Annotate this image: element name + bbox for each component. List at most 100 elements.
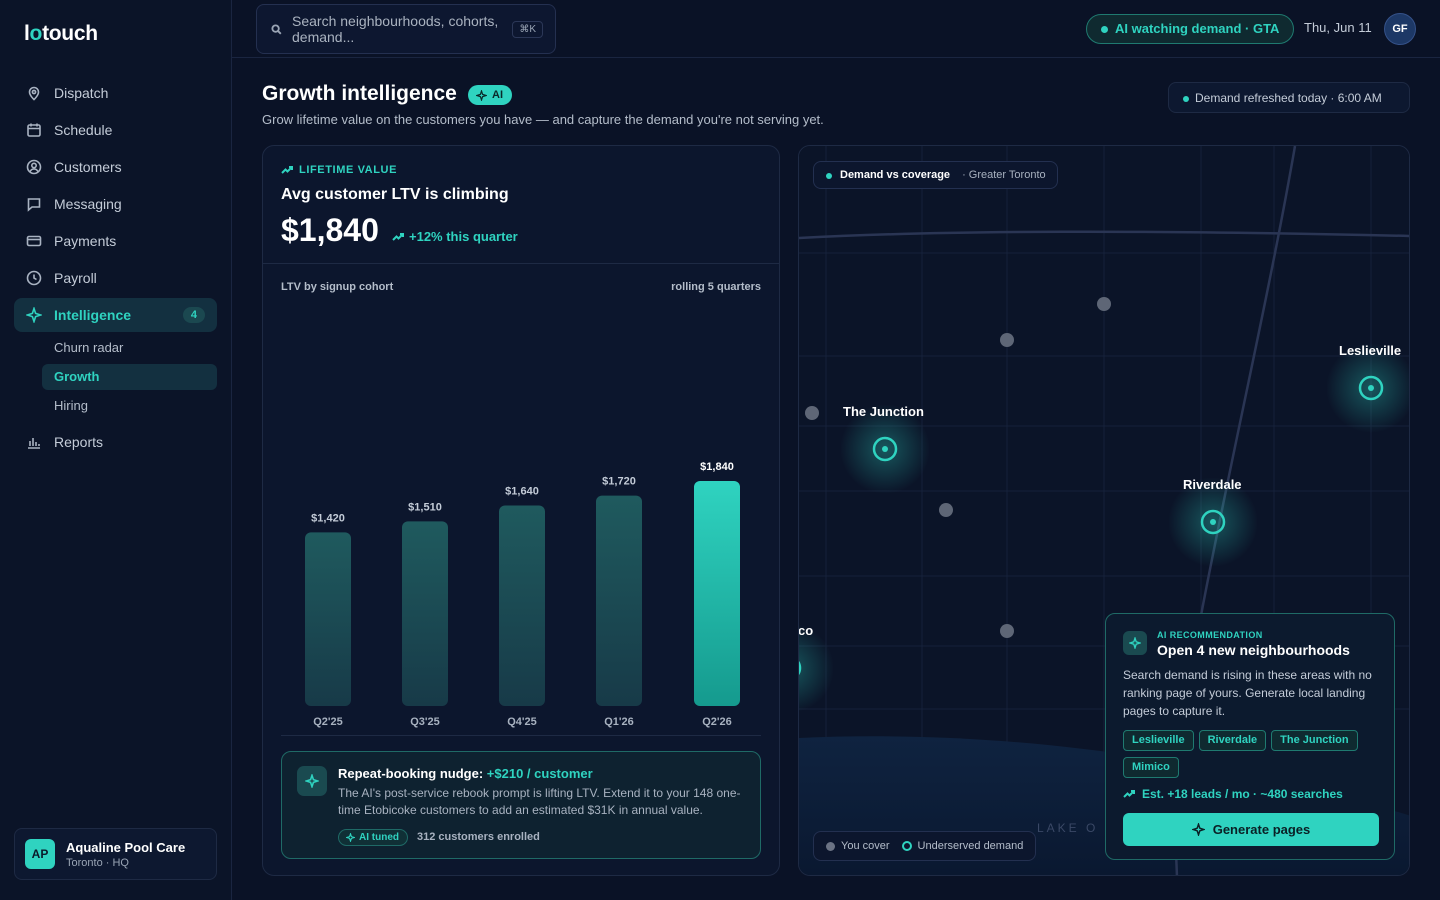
pin-icon <box>28 86 40 101</box>
sidebar-item-schedule[interactable]: Schedule <box>14 113 217 147</box>
covered-area-marker[interactable] <box>1097 297 1111 311</box>
underserved-marker-riverdale[interactable] <box>1200 509 1226 535</box>
covered-area-marker[interactable] <box>1000 624 1014 638</box>
sidebar-nav: Dispatch Schedule Customers Messaging Pa… <box>14 76 217 462</box>
sparkle-icon <box>346 833 355 842</box>
sidebar-item-reports[interactable]: Reports <box>14 425 217 459</box>
covered-area-marker[interactable] <box>805 406 819 420</box>
page-subtitle: Grow lifetime value on the customers you… <box>262 112 824 127</box>
legend-underserved-swatch <box>901 841 912 851</box>
sidebar-item-label: Customers <box>54 159 122 175</box>
trend-up-icon <box>392 232 404 241</box>
subnav-item-churn-radar[interactable]: Churn radar <box>54 340 124 355</box>
intelligence-count-badge: 4 <box>182 307 205 323</box>
x-tick-label: Q4'25 <box>507 716 537 728</box>
refresh-status: Demand refreshed today · 6:00 AM <box>1168 82 1410 113</box>
chat-icon <box>27 198 41 212</box>
sidebar-item-label: Reports <box>54 434 104 450</box>
sidebar-item-customers[interactable]: Customers <box>14 150 217 184</box>
current-date: Thu, Jun 11 <box>1304 20 1372 35</box>
sidebar-item-messaging[interactable]: Messaging <box>14 187 217 221</box>
repeat-booking-nudge[interactable]: Repeat-booking nudge: +$210 / customer T… <box>281 751 761 859</box>
nudge-title: Repeat-booking nudge: +$210 / customer <box>338 766 593 781</box>
org-switcher[interactable]: AP Aqualine Pool Care Toronto · HQ <box>14 828 217 880</box>
x-tick-label: Q2'26 <box>702 716 732 728</box>
ltv-title: Avg customer LTV is climbing <box>281 186 509 203</box>
map-label-junction: The Junction <box>843 404 924 419</box>
map-tag-label: Demand vs coverage <box>840 169 951 181</box>
chart-bar[interactable] <box>596 495 642 706</box>
sparkle-icon <box>1191 823 1205 836</box>
sidebar-item-payments[interactable]: Payments <box>14 224 217 258</box>
underserved-areas <box>799 343 1409 712</box>
org-name: Aqualine Pool Care <box>66 839 186 855</box>
sidebar-item-intelligence[interactable]: Intelligence 4 <box>14 298 217 332</box>
ltv-header: LIFETIME VALUE Avg customer LTV is climb… <box>263 146 779 264</box>
sidebar-item-label: Dispatch <box>54 85 109 101</box>
sidebar: lotouch Dispatch Schedule Customers Mess… <box>0 0 232 900</box>
intelligence-subnav: Churn radar Growth Hiring <box>42 335 217 419</box>
bar-value-label: $1,420 <box>311 512 345 524</box>
chart-bar[interactable] <box>305 532 351 706</box>
ltv-eyebrow: LIFETIME VALUE <box>281 164 397 176</box>
generate-pages-button[interactable]: Generate pages <box>1123 813 1379 846</box>
search-icon <box>271 23 282 34</box>
chart-bar[interactable] <box>694 481 740 706</box>
subnav-item-growth[interactable]: Growth <box>42 364 217 390</box>
search-input[interactable]: Search neighbourhoods, cohorts, demand..… <box>256 4 556 54</box>
trend-up-icon <box>281 166 293 174</box>
chart-range: rolling 5 quarters <box>671 281 761 293</box>
covered-area-marker[interactable] <box>939 503 953 517</box>
map-label-leslieville: Leslieville <box>1339 343 1402 358</box>
chart-title: LTV by signup cohort <box>281 281 394 293</box>
subnav-item-hiring[interactable]: Hiring <box>54 398 88 413</box>
reco-eyebrow: AI RECOMMENDATION <box>1157 630 1263 640</box>
trend-up-icon <box>1123 790 1135 798</box>
nudge-icon <box>297 766 327 796</box>
sparkle-icon <box>305 774 319 788</box>
chip-leslieville[interactable]: Leslieville <box>1123 730 1194 751</box>
x-tick-label: Q1'26 <box>604 716 634 728</box>
chart-bar[interactable] <box>402 521 448 706</box>
nudge-highlight: +$210 / customer <box>486 766 593 781</box>
generate-pages-label: Generate pages <box>1212 822 1311 837</box>
chart-bar[interactable] <box>499 505 545 706</box>
nudge-title-text: Repeat-booking nudge: <box>338 766 484 781</box>
search-shortcut: ⌘K <box>512 20 543 38</box>
covered-area-marker[interactable] <box>1000 333 1014 347</box>
chip-the-junction[interactable]: The Junction <box>1271 730 1358 751</box>
sparkle-icon <box>476 89 487 101</box>
sidebar-item-label: Messaging <box>54 196 122 212</box>
neighbourhood-chips: Leslieville Riverdale The Junction Mimic… <box>1123 730 1385 784</box>
demand-map-card: LAKE O Demand vs coverage · Greater Toron… <box>798 145 1410 876</box>
bar-chart-icon <box>28 438 40 449</box>
ai-status-pill[interactable]: AI watching demand · GTA <box>1086 14 1295 44</box>
ltv-value: $1,840 <box>281 212 379 248</box>
brand-logo[interactable]: lotouch <box>24 22 98 45</box>
org-location: Toronto · HQ <box>66 856 129 869</box>
sidebar-item-label: Payroll <box>54 270 97 286</box>
legend-cover-swatch <box>826 841 835 851</box>
map-label-riverdale: Riverdale <box>1183 477 1242 492</box>
x-tick-label: Q3'25 <box>410 716 440 728</box>
user-avatar[interactable]: GF <box>1384 13 1416 45</box>
sidebar-item-label: Schedule <box>54 122 113 138</box>
reco-icon <box>1123 631 1147 655</box>
bar-value-label: $1,840 <box>700 461 734 473</box>
search-placeholder: Search neighbourhoods, cohorts, demand..… <box>292 13 499 45</box>
sidebar-item-payroll[interactable]: Payroll <box>14 261 217 295</box>
calendar-icon <box>27 123 41 137</box>
sidebar-item-dispatch[interactable]: Dispatch <box>14 76 217 110</box>
sparkle-icon <box>26 307 42 323</box>
clock-icon <box>26 270 42 286</box>
underserved-marker-mimico[interactable] <box>799 657 802 679</box>
underserved-marker-junction[interactable] <box>872 436 898 462</box>
underserved-marker-leslieville[interactable] <box>1358 375 1384 401</box>
ai-tuned-badge: AI tuned <box>338 829 408 846</box>
reco-title: Open 4 new neighbourhoods <box>1157 642 1350 658</box>
chip-riverdale[interactable]: Riverdale <box>1198 730 1267 751</box>
map-tag-region: · Greater Toronto <box>962 169 1046 181</box>
marker-center <box>1210 519 1216 525</box>
x-tick-label: Q2'25 <box>313 716 343 728</box>
chip-mimico[interactable]: Mimico <box>1123 757 1179 778</box>
